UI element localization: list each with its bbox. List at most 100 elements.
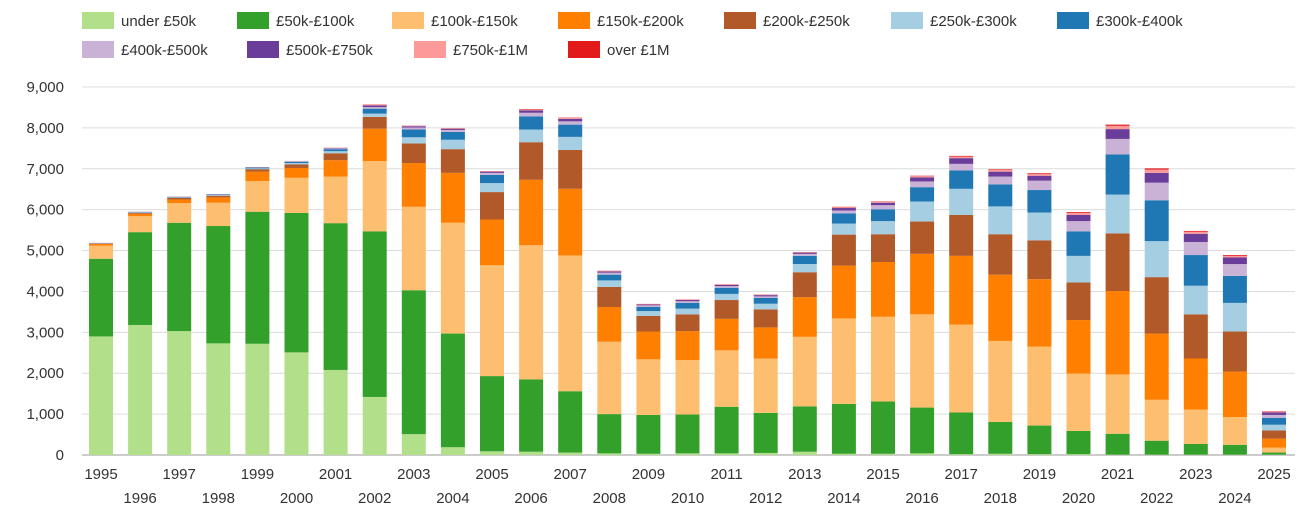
bar-segment (675, 414, 700, 454)
bar-segment (1222, 255, 1247, 256)
bar-segment (1105, 291, 1130, 375)
bar-segment (1183, 230, 1208, 232)
bar-segment (714, 284, 739, 287)
bar-segment (910, 453, 935, 455)
bar-segment (440, 447, 465, 455)
bar-segment (636, 359, 661, 415)
legend-swatch (891, 12, 923, 29)
bar-segment (871, 209, 895, 222)
x-tick-label: 2011 (710, 466, 742, 483)
legend-item[interactable]: under £50k (82, 12, 197, 30)
bar-segment (558, 136, 583, 150)
bar-segment (1066, 454, 1091, 455)
bar-segment (1183, 255, 1208, 286)
bar-segment (871, 202, 895, 206)
bar-segment (988, 169, 1013, 171)
legend-item[interactable]: over £1M (568, 41, 670, 59)
bar-segment (675, 331, 700, 361)
bar-segment (753, 309, 778, 328)
bar-stack-2003 (401, 125, 426, 455)
y-tick-label: 1,000 (26, 406, 64, 423)
bar-segment (245, 211, 270, 344)
y-tick-label: 3,000 (26, 324, 64, 341)
legend-swatch (392, 12, 424, 29)
bar-segment (714, 453, 739, 455)
bar-segment (871, 262, 895, 317)
bar-segment (871, 401, 895, 454)
bar-segment (323, 153, 348, 161)
legend-item[interactable]: £150k-£200k (558, 12, 684, 30)
bar-segment (988, 421, 1013, 454)
bar-segment (949, 214, 974, 256)
legend-label: £150k-£200k (597, 13, 684, 30)
x-tick-label: 2023 (1179, 466, 1212, 483)
bar-segment (1105, 125, 1130, 130)
bar-segment (597, 272, 622, 275)
bar-segment (949, 412, 974, 455)
x-tick-label: 2015 (866, 466, 899, 483)
bar-segment (480, 451, 504, 455)
bar-segment (1262, 414, 1286, 418)
bar-segment (1066, 320, 1091, 374)
bar-segment (362, 107, 387, 109)
bar-segment (831, 265, 856, 319)
legend-item[interactable]: £500k-£750k (247, 41, 373, 59)
bar-segment (1027, 425, 1052, 455)
bar-segment (480, 192, 504, 220)
bar-segment (675, 302, 700, 309)
bar-segment (558, 149, 583, 189)
bar-segment (167, 197, 192, 200)
bar-segment (1066, 373, 1091, 431)
bar-segment (128, 212, 153, 214)
bar-segment (910, 253, 935, 315)
legend-swatch (558, 12, 590, 29)
bar-segment (597, 306, 622, 342)
legend-item[interactable]: £400k-£500k (82, 41, 208, 59)
bar-segment (284, 177, 309, 213)
bar-segment (362, 128, 387, 162)
legend-item[interactable]: £750k-£1M (414, 41, 528, 59)
bar-stack-2008 (597, 270, 622, 455)
bar-segment (1027, 174, 1052, 176)
bar-segment (1105, 154, 1130, 195)
bar-segment (1183, 358, 1208, 410)
bar-segment (519, 245, 544, 380)
legend-item[interactable]: £250k-£300k (891, 12, 1017, 30)
bar-stack-2022 (1144, 168, 1169, 455)
bar-segment (323, 151, 348, 154)
legend-item[interactable]: £300k-£400k (1057, 12, 1183, 30)
bar-segment (245, 169, 270, 172)
bar-segment (440, 172, 465, 223)
legend-item[interactable]: £100k-£150k (392, 12, 518, 30)
bar-segment (636, 453, 661, 455)
bar-segment (558, 124, 583, 137)
bar-segment (206, 195, 231, 196)
bar-segment (792, 253, 817, 256)
bar-segment (1144, 399, 1169, 441)
bar-segment (206, 194, 231, 196)
x-tick-label: 2009 (632, 466, 665, 483)
bar-segment (597, 414, 622, 454)
bar-segment (1183, 233, 1208, 242)
bar-segment (1262, 430, 1286, 439)
bar-stack-2000 (284, 160, 309, 455)
y-tick-label: 5,000 (26, 243, 64, 260)
legend-item[interactable]: £50k-£100k (237, 12, 355, 30)
bar-segment (949, 158, 974, 164)
bar-segment (1144, 168, 1169, 170)
bar-segment (714, 318, 739, 351)
bar-stack-2021 (1105, 124, 1130, 455)
legend-label: £300k-£400k (1096, 13, 1183, 30)
bar-segment (636, 311, 661, 316)
bar-segment (480, 172, 504, 175)
bar-segment (401, 163, 426, 207)
bar-segment (871, 453, 895, 455)
bar-segment (323, 149, 348, 152)
bar-segment (988, 176, 1013, 185)
bar-segment (988, 274, 1013, 341)
bar-segment (1222, 275, 1247, 303)
bar-segment (480, 171, 504, 173)
bar-segment (910, 181, 935, 188)
legend-item[interactable]: £200k-£250k (724, 12, 850, 30)
bar-segment (831, 403, 856, 454)
